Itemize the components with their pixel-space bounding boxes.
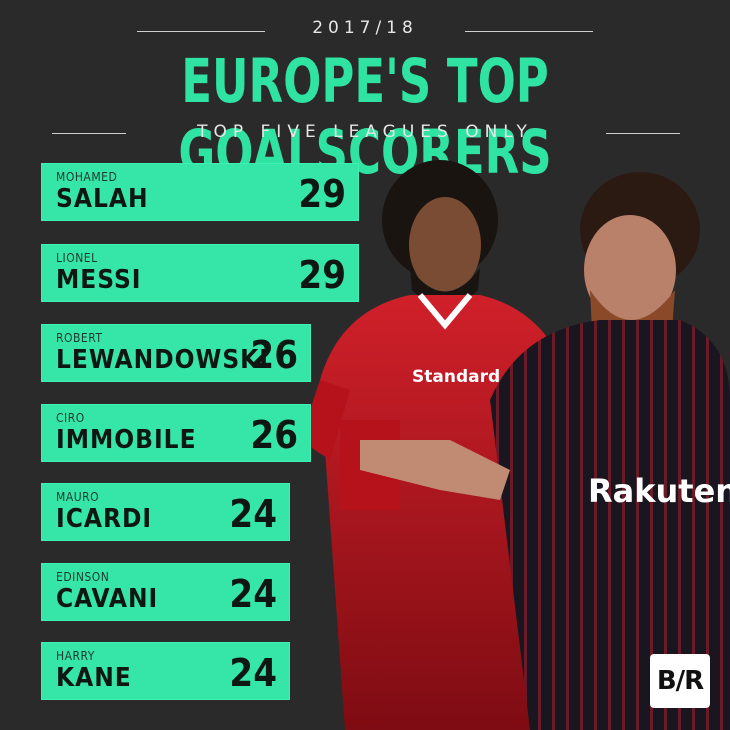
- player-last-name: SALAH: [56, 184, 149, 214]
- player-last-name: ICARDI: [56, 504, 153, 534]
- player-row-icardi: MAURO ICARDI 24: [41, 483, 290, 541]
- player-row-salah: MOHAMED SALAH 29: [41, 163, 359, 221]
- player-first-name: HARRY: [56, 649, 95, 663]
- player-first-name: MAURO: [56, 490, 100, 504]
- messi-figure: Rakuten: [360, 172, 730, 730]
- players-photo: Standard Chartered Rakuten: [300, 160, 730, 730]
- player-goals: 26: [250, 413, 298, 457]
- logo-text: B/R: [656, 666, 704, 696]
- player-goals: 24: [229, 492, 277, 536]
- player-row-lewandowski: ROBERT LEWANDOWSKI 26: [41, 324, 311, 382]
- player-last-name: LEWANDOWSKI: [56, 345, 269, 375]
- page-title: EUROPE'S TOP GOALSCORERS: [178, 46, 552, 188]
- player-row-messi: LIONEL MESSI 29: [41, 244, 359, 302]
- player-last-name: IMMOBILE: [56, 425, 197, 455]
- messi-sponsor: Rakuten: [588, 472, 730, 510]
- player-first-name: LIONEL: [56, 251, 98, 265]
- player-first-name: CIRO: [56, 411, 85, 425]
- season-label: 2017/18: [312, 18, 418, 38]
- player-goals: 24: [229, 572, 277, 616]
- player-row-cavani: EDINSON CAVANI 24: [41, 563, 290, 621]
- player-goals: 26: [250, 333, 298, 377]
- subtitle-rule-right: [606, 133, 680, 134]
- player-first-name: MOHAMED: [56, 170, 118, 184]
- player-last-name: MESSI: [56, 265, 142, 295]
- bleacher-report-logo: B/R: [650, 654, 710, 708]
- player-last-name: KANE: [56, 663, 132, 693]
- player-goals: 29: [298, 253, 346, 297]
- player-last-name: CAVANI: [56, 584, 159, 614]
- player-goals: 29: [298, 172, 346, 216]
- player-first-name: EDINSON: [56, 570, 110, 584]
- player-row-kane: HARRY KANE 24: [41, 642, 290, 700]
- subtitle: TOP FIVE LEAGUES ONLY: [197, 122, 533, 142]
- player-goals: 24: [229, 651, 277, 695]
- season-rule-right: [465, 31, 593, 32]
- season-rule-left: [137, 31, 265, 32]
- subtitle-rule-left: [52, 133, 126, 134]
- player-first-name: ROBERT: [56, 331, 103, 345]
- player-row-immobile: CIRO IMMOBILE 26: [41, 404, 311, 462]
